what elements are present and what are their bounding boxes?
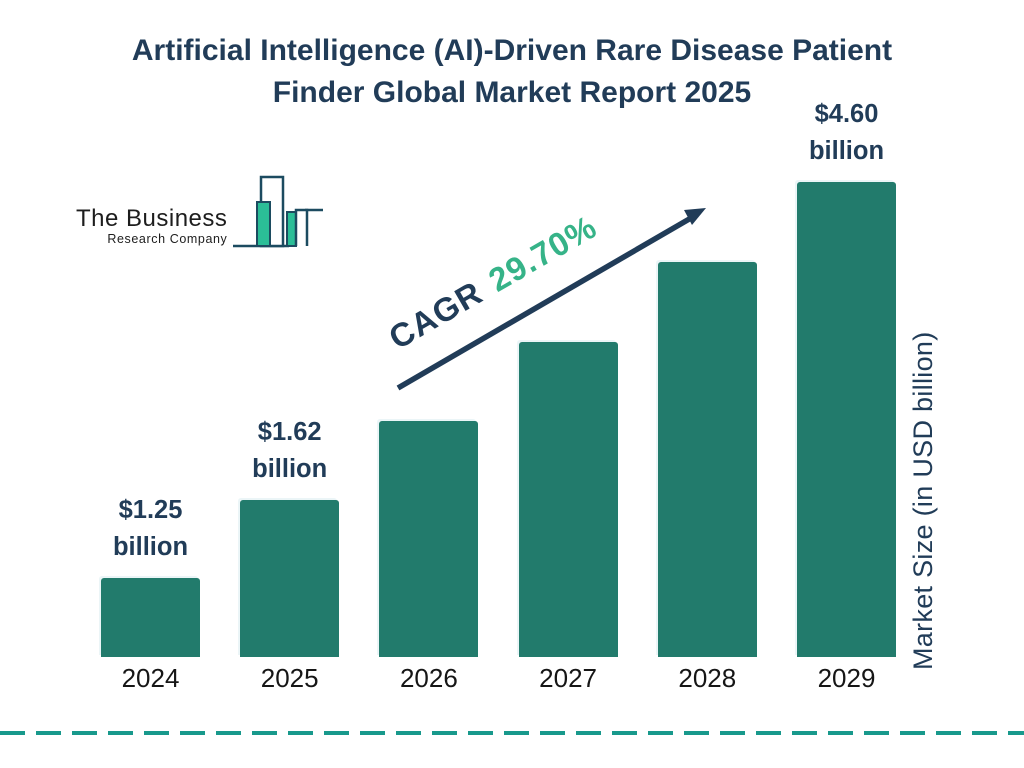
bottom-dashed-divider bbox=[0, 731, 1024, 735]
company-logo: The Business Research Company bbox=[76, 172, 327, 252]
x-tick-label-2026: 2026 bbox=[399, 663, 458, 693]
chart-title: Artificial Intelligence (AI)-Driven Rare… bbox=[0, 30, 1024, 114]
bar-2029 bbox=[797, 182, 896, 657]
company-name: The Business bbox=[76, 205, 228, 232]
x-tick-label-2024: 2024 bbox=[121, 663, 180, 693]
bar-2024 bbox=[101, 578, 200, 657]
cagr-label: CAGR bbox=[382, 273, 489, 357]
company-subname: Research Company bbox=[107, 232, 228, 246]
x-tick-label-2028: 2028 bbox=[678, 663, 737, 693]
bar-chart-logo-icon bbox=[233, 175, 324, 248]
cagr-value: 29.70% bbox=[482, 207, 603, 299]
chart-title-line1: Artificial Intelligence (AI)-Driven Rare… bbox=[131, 34, 893, 67]
cagr-annotation: CAGR29.70% bbox=[382, 207, 604, 358]
chart-title-line2: Finder Global Market Report 2025 bbox=[272, 76, 752, 109]
value-label-2029: $4.60 billion bbox=[808, 100, 885, 165]
x-tick-label-2029: 2029 bbox=[817, 663, 876, 693]
bar-2025 bbox=[240, 500, 340, 657]
x-tick-label-2027: 2027 bbox=[539, 663, 598, 693]
bar-2027 bbox=[518, 342, 618, 657]
y-axis-label: Market Size (in USD billion) bbox=[908, 331, 938, 671]
company-logo-text: The Business Research Company bbox=[76, 206, 227, 252]
x-tick-label-2025: 2025 bbox=[260, 663, 319, 693]
value-label-2024: $1.25 billion bbox=[112, 496, 189, 561]
bar-2028 bbox=[657, 262, 757, 657]
value-label-2025: $1.62 billion bbox=[252, 418, 328, 483]
bar-2026 bbox=[379, 421, 479, 657]
